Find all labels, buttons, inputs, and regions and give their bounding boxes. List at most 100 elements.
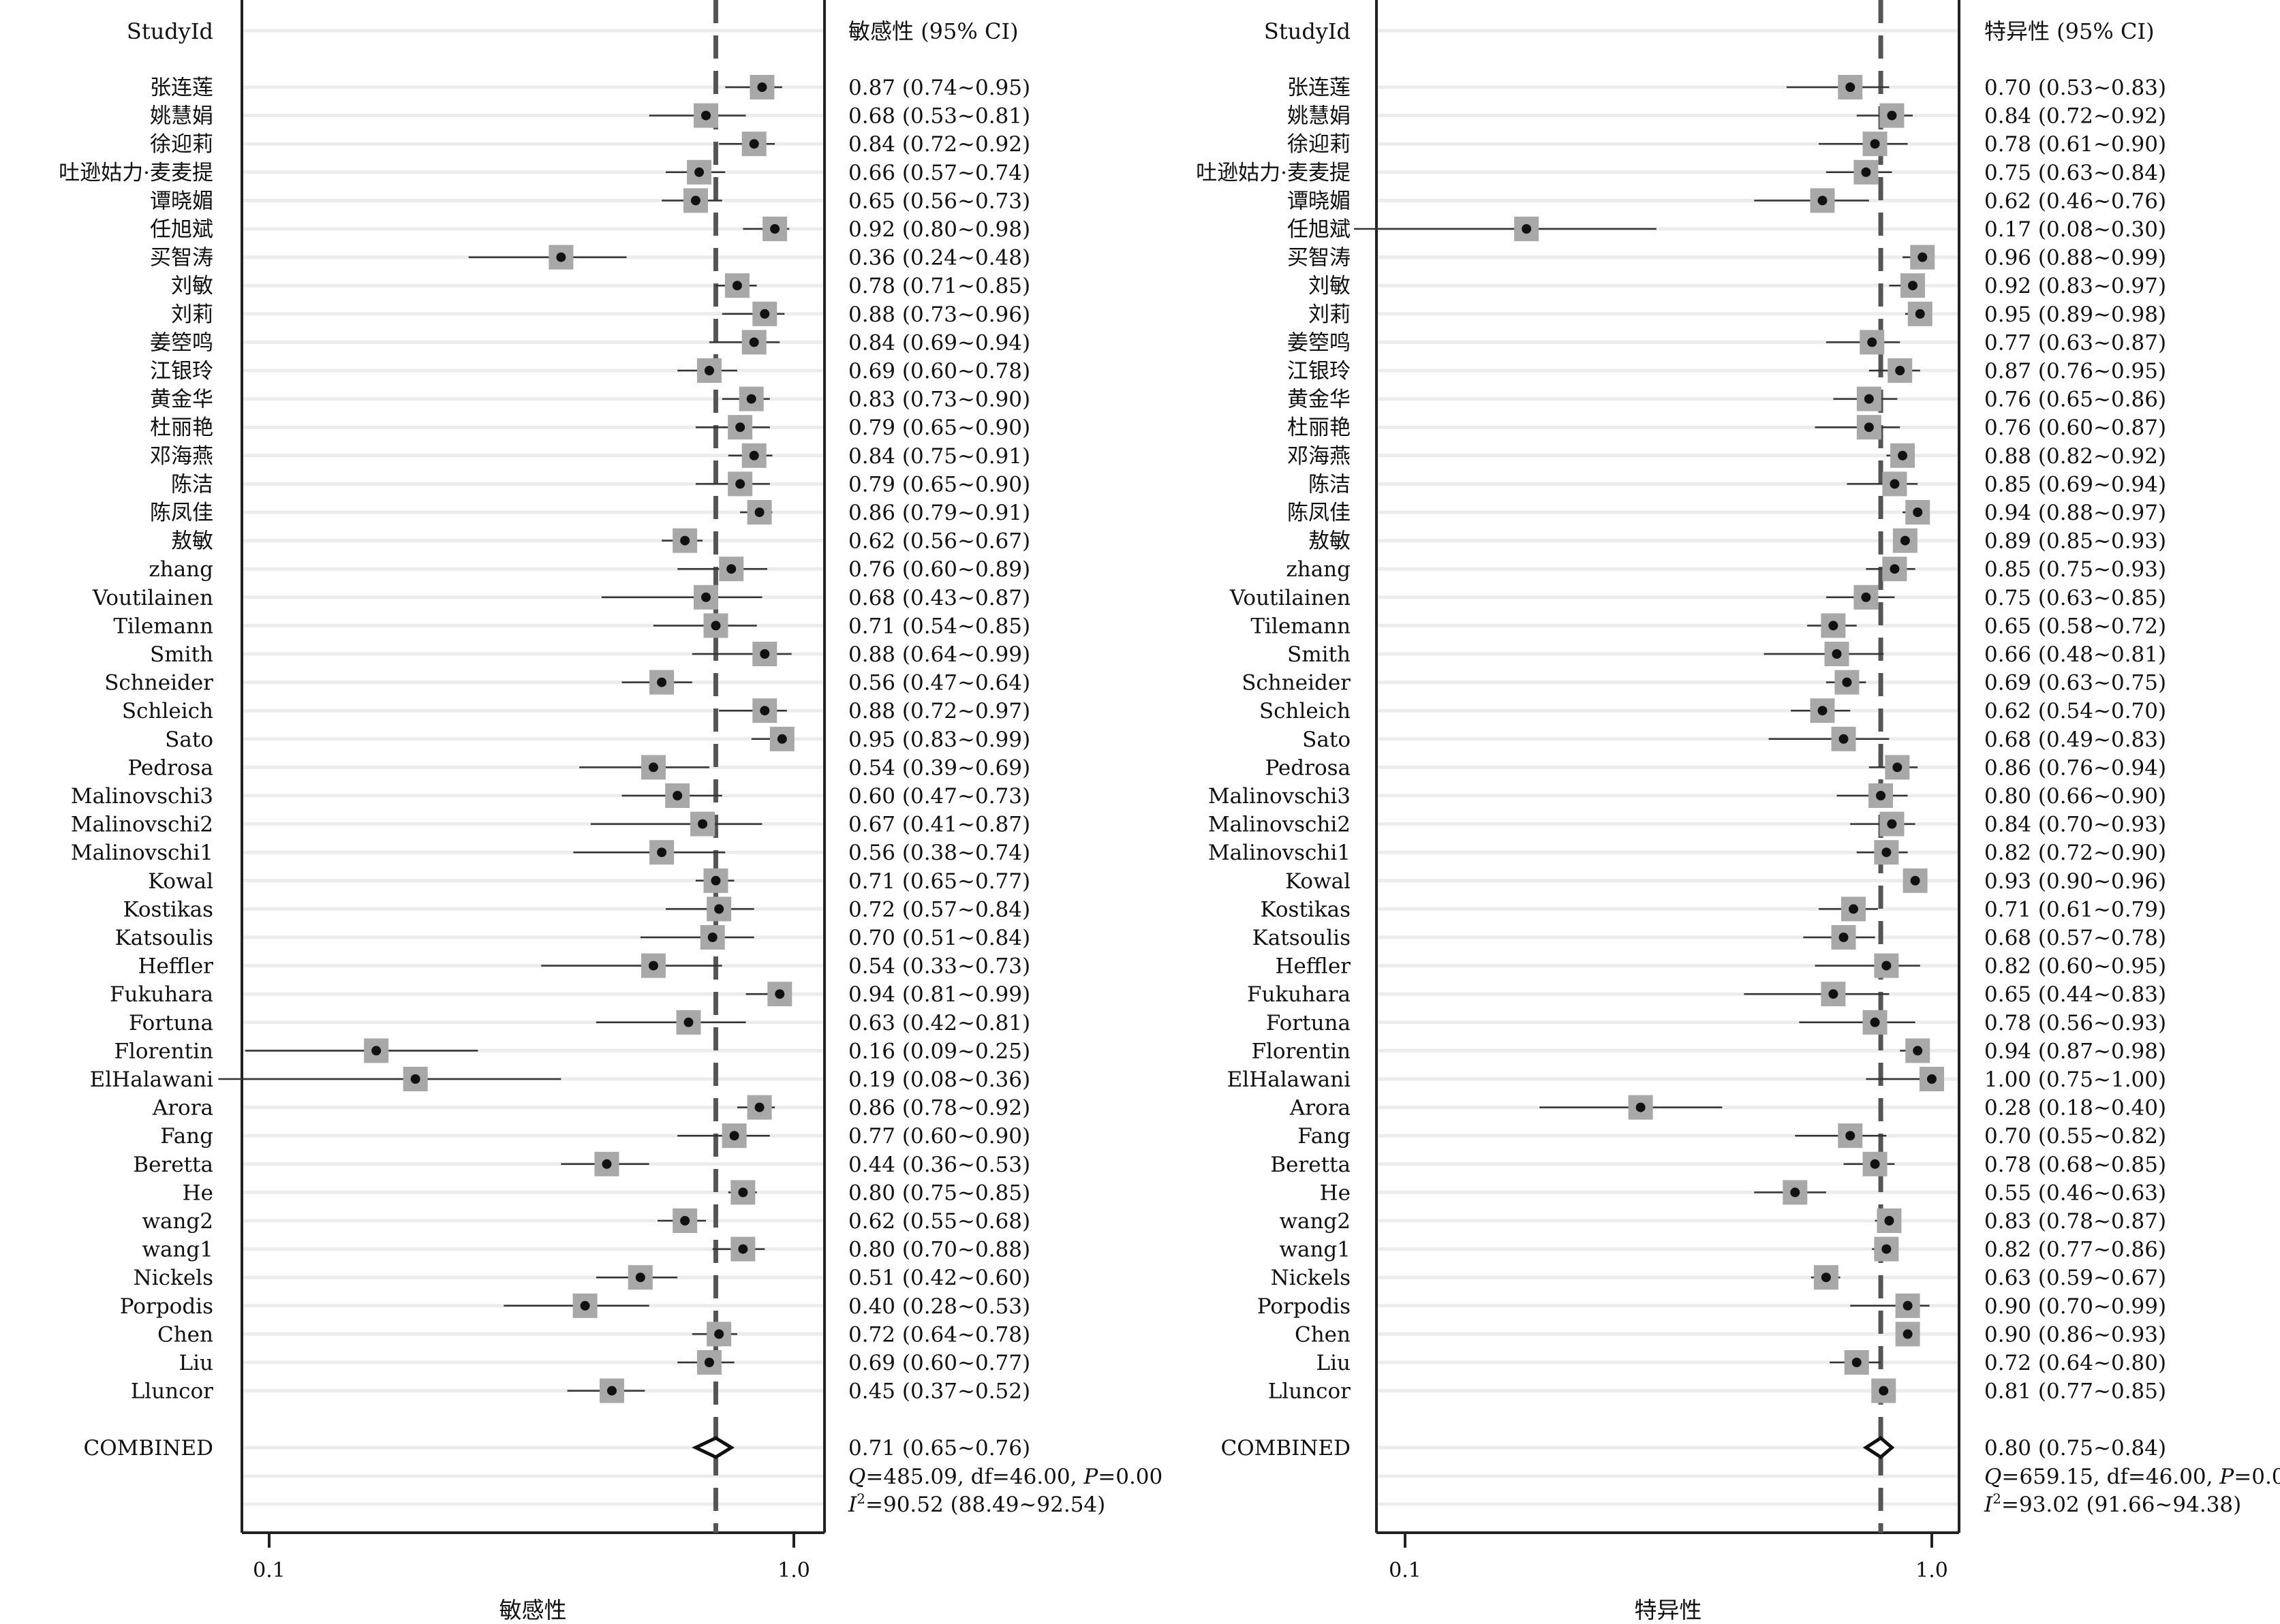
- study-name: 徐迎莉: [150, 132, 213, 157]
- point-estimate: [1867, 337, 1877, 347]
- study-ci-text: 0.83 (0.73~0.90): [848, 388, 1030, 412]
- study-ci-text: 0.76 (0.60~0.87): [1984, 416, 2166, 440]
- study-name: 黄金华: [150, 388, 213, 412]
- study-ci-text: 0.93 (0.90~0.96): [1984, 869, 2166, 894]
- study-name: 刘莉: [171, 302, 213, 327]
- study-name: Schneider: [104, 671, 213, 696]
- study-ci-text: 0.71 (0.61~0.79): [1984, 897, 2166, 922]
- study-ci-text: 0.54 (0.39~0.69): [848, 755, 1030, 780]
- study-ci-text: 0.78 (0.71~0.85): [848, 274, 1030, 298]
- study-ci-text: 0.69 (0.60~0.78): [848, 359, 1030, 384]
- point-estimate: [698, 819, 708, 829]
- study-name: Kowal: [1285, 869, 1351, 894]
- study-name: Voutilainen: [92, 586, 213, 610]
- i2-ci: (91.66~94.38): [2086, 1493, 2242, 1517]
- estimate-header: 敏感性 (95% CI): [848, 18, 1019, 44]
- study-name: He: [1320, 1181, 1351, 1205]
- point-estimate: [673, 791, 683, 800]
- study-name: wang1: [142, 1238, 213, 1262]
- study-ci-text: 0.90 (0.70~0.99): [1984, 1294, 2166, 1319]
- study-ci-text: 0.78 (0.68~0.85): [1984, 1153, 2166, 1177]
- study-name: Beretta: [1270, 1153, 1351, 1177]
- study-ci-text: 0.86 (0.79~0.91): [848, 501, 1030, 525]
- study-name: 黄金华: [1287, 388, 1351, 412]
- point-estimate: [760, 706, 770, 716]
- point-estimate: [1890, 564, 1900, 574]
- study-name: Schneider: [1242, 671, 1351, 696]
- combined-diamond: [1862, 1435, 1895, 1460]
- study-ci-text: 0.62 (0.55~0.68): [848, 1209, 1030, 1234]
- point-estimate: [1879, 1386, 1889, 1396]
- point-estimate: [648, 961, 658, 971]
- study-ci-text: 0.76 (0.60~0.89): [848, 557, 1030, 582]
- point-estimate: [1849, 904, 1859, 914]
- study-name: 吐逊姑力·麦麦提: [1196, 161, 1351, 185]
- study-name: Liu: [1316, 1351, 1351, 1375]
- study-name: zhang: [149, 557, 213, 582]
- x-tick-label: 1.0: [777, 1559, 810, 1582]
- q-statistic-line: Q=485.09, df=46.00, P=0.00: [848, 1465, 1162, 1489]
- study-ci-text: 0.89 (0.85~0.93): [1984, 529, 2166, 554]
- point-estimate: [635, 1272, 645, 1283]
- study-ci-text: 0.85 (0.69~0.94): [1984, 472, 2166, 497]
- point-estimate: [1864, 394, 1874, 404]
- study-name: 任旭斌: [150, 217, 213, 242]
- point-estimate: [775, 989, 785, 999]
- study-ci-text: 0.78 (0.61~0.90): [1984, 132, 2166, 157]
- point-estimate: [680, 535, 690, 546]
- study-ci-text: 0.51 (0.42~0.60): [848, 1266, 1030, 1290]
- study-ci-text: 0.88 (0.82~0.92): [1984, 444, 2166, 469]
- point-estimate: [735, 479, 745, 489]
- study-ci-text: 0.84 (0.69~0.94): [848, 330, 1030, 355]
- study-name: He: [183, 1181, 213, 1205]
- study-ci-text: 0.56 (0.38~0.74): [848, 841, 1030, 865]
- study-ci-text: 0.82 (0.60~0.95): [1984, 954, 2166, 979]
- study-name: Sato: [165, 728, 213, 752]
- study-ci-text: 0.84 (0.72~0.92): [848, 132, 1030, 157]
- study-ci-text: 0.68 (0.57~0.78): [1984, 926, 2166, 950]
- point-estimate: [1845, 82, 1855, 92]
- study-name: Malinovschi2: [71, 813, 213, 837]
- point-estimate: [746, 394, 756, 404]
- study-ci-text: 0.17 (0.08~0.30): [1984, 217, 2166, 242]
- point-estimate: [1881, 847, 1892, 858]
- study-ci-text: 0.69 (0.60~0.77): [848, 1351, 1030, 1375]
- point-estimate: [1635, 1102, 1646, 1112]
- df-value: 46.00: [1010, 1465, 1070, 1489]
- i2-value: 90.52: [883, 1493, 944, 1517]
- study-ci-text: 0.92 (0.80~0.98): [848, 217, 1030, 242]
- point-estimate: [1887, 819, 1897, 829]
- study-name: Sato: [1302, 728, 1351, 752]
- study-ci-text: 0.80 (0.75~0.85): [848, 1181, 1030, 1205]
- combined-diamond: [692, 1436, 735, 1459]
- study-ci-text: 0.80 (0.66~0.90): [1984, 784, 2166, 809]
- study-ci-text: 0.92 (0.83~0.97): [1984, 274, 2166, 298]
- point-estimate: [749, 337, 759, 347]
- study-name: Voutilainen: [1229, 586, 1351, 610]
- i2-statistic-line: I2=90.52 (88.49~92.54): [848, 1490, 1105, 1517]
- study-ci-text: 0.56 (0.47~0.64): [848, 671, 1030, 696]
- study-ci-text: 0.71 (0.54~0.85): [848, 614, 1030, 638]
- study-name: wang1: [1279, 1238, 1351, 1262]
- point-estimate: [1913, 507, 1923, 517]
- point-estimate: [711, 875, 721, 886]
- study-name: Lluncor: [131, 1379, 213, 1404]
- study-name: 姚慧娟: [1287, 104, 1351, 129]
- study-ci-text: 0.63 (0.59~0.67): [1984, 1266, 2166, 1290]
- sensitivity-forest-panel: 0.1 1.0 敏感性 StudyId 敏感性 (95% CI) 张连莲 0.87 (0.7…: [59, 0, 1162, 1623]
- point-estimate: [1790, 1187, 1800, 1198]
- study-name: Kostikas: [123, 897, 213, 922]
- point-estimate: [704, 366, 714, 375]
- point-estimate: [1910, 875, 1920, 886]
- study-ci-text: 0.95 (0.89~0.98): [1984, 302, 2166, 327]
- study-name: Nickels: [1271, 1266, 1351, 1290]
- study-ci-text: 0.79 (0.65~0.90): [848, 416, 1030, 440]
- study-ci-text: 0.94 (0.88~0.97): [1984, 501, 2166, 525]
- point-estimate: [749, 450, 759, 460]
- point-estimate: [410, 1074, 420, 1084]
- study-name: 陈凤佳: [150, 501, 213, 525]
- point-estimate: [1892, 762, 1902, 772]
- point-estimate: [1870, 139, 1880, 149]
- study-name: 任旭斌: [1287, 217, 1351, 242]
- study-ci-text: 0.70 (0.55~0.82): [1984, 1124, 2166, 1149]
